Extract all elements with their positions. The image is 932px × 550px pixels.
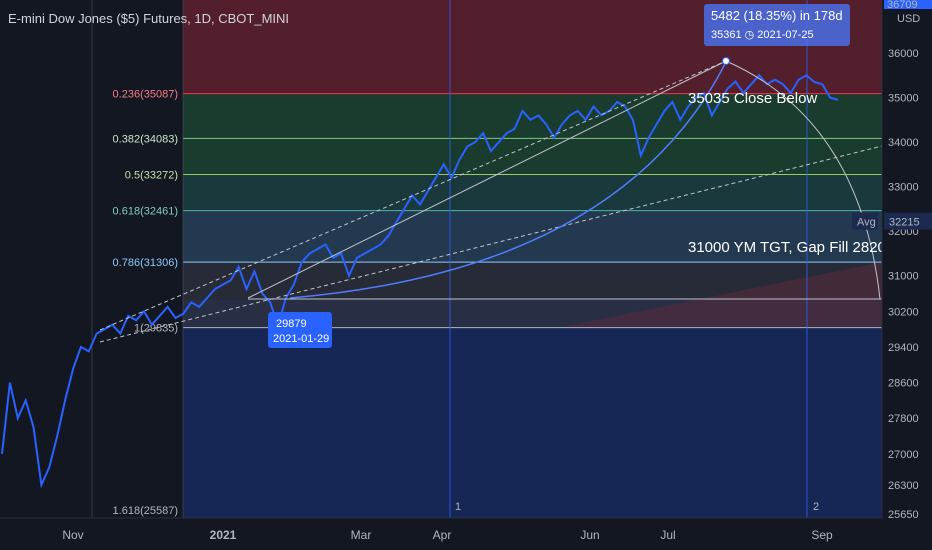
chart-title: E-mini Dow Jones ($5) Futures, 1D, CBOT_… <box>8 11 289 26</box>
fib-zone-tint <box>560 262 882 328</box>
currency-label: USD <box>897 13 920 25</box>
fib-level-label: 0.236(35087) <box>113 89 178 101</box>
trend-line-dashed-lower <box>99 145 883 343</box>
price-tick-label: 27800 <box>888 413 919 425</box>
price-line <box>1 73 839 489</box>
fib-zone <box>183 174 882 211</box>
price-tick-label: 34000 <box>888 137 919 149</box>
fib-zone <box>183 210 882 263</box>
vertical-marker-label-2: 2 <box>813 501 819 513</box>
time-tick-label: Nov <box>62 528 83 542</box>
fib-level-label: 0.5(33272) <box>125 170 178 182</box>
price-tick-label: 33000 <box>888 182 919 194</box>
price-tick-label: 29400 <box>888 342 919 354</box>
time-tick-label: Sep <box>811 528 833 542</box>
time-tick-label: Jun <box>580 528 599 542</box>
high-date-label: 35361 ◷ 2021-07-25 <box>711 29 814 41</box>
time-tick-label: Jul <box>660 528 675 542</box>
fib-level-label: 1(29835) <box>134 323 178 335</box>
fib-level-label: 1.618(25587) <box>113 505 178 517</box>
trend-line-upper <box>247 60 727 299</box>
price-top-partial-label: 36709 <box>887 0 918 11</box>
time-tick-label: Apr <box>433 528 452 542</box>
time-axis-background <box>0 518 932 550</box>
high-tooltip-box <box>704 4 850 46</box>
trend-line-dashed <box>99 60 727 331</box>
price-tick-label: 27000 <box>888 449 919 461</box>
low-tooltip-box <box>268 312 332 348</box>
current-price-tag <box>884 0 932 9</box>
price-axis-background <box>882 0 932 518</box>
price-tick-label: 26300 <box>888 480 919 492</box>
arc-curve-outer <box>725 60 881 300</box>
price-tick-label: 28600 <box>888 378 919 390</box>
arc-curve-inner <box>289 61 727 299</box>
target-annotation: 31000 YM TGT, Gap Fill 28200 <box>688 239 894 256</box>
price-tick-label: 35000 <box>888 93 919 105</box>
avg-value-label: 32215 <box>889 217 920 229</box>
high-marker <box>722 57 730 65</box>
high-change-label: 5482 (18.35%) in 178d <box>711 8 843 23</box>
close-below-annotation: 35035 Close Below <box>688 90 817 107</box>
fib-level-label: 0.618(32461) <box>113 206 178 218</box>
annotations-layer: 29879 2021-01-29 5482 (18.35%) in 178d 3536… <box>99 4 894 348</box>
time-tick-label: 2021 <box>210 528 237 542</box>
time-tick-label: Mar <box>351 528 372 542</box>
price-tick-label: 36000 <box>888 48 919 60</box>
fib-level-label: 0.786(31306) <box>113 257 178 269</box>
price-tick-label: 31000 <box>888 271 919 283</box>
vertical-marker-label-1: 1 <box>455 501 461 513</box>
price-series <box>1 73 839 489</box>
time-axis[interactable]: Nov 2021 Mar Apr Jun Jul Sep <box>0 517 932 550</box>
fib-zone <box>183 93 882 139</box>
avg-tag-label: Avg <box>857 217 876 229</box>
avg-tag-box <box>852 212 878 230</box>
price-axis[interactable]: 3600035000340003300032000310003020029400… <box>852 0 932 521</box>
price-tick-label: 30200 <box>888 306 919 318</box>
low-date-label: 2021-01-29 <box>273 333 329 345</box>
fib-level-label: 0.382(34083) <box>113 133 178 145</box>
low-price-label: 29879 <box>276 318 307 330</box>
avg-value-box <box>884 212 932 230</box>
